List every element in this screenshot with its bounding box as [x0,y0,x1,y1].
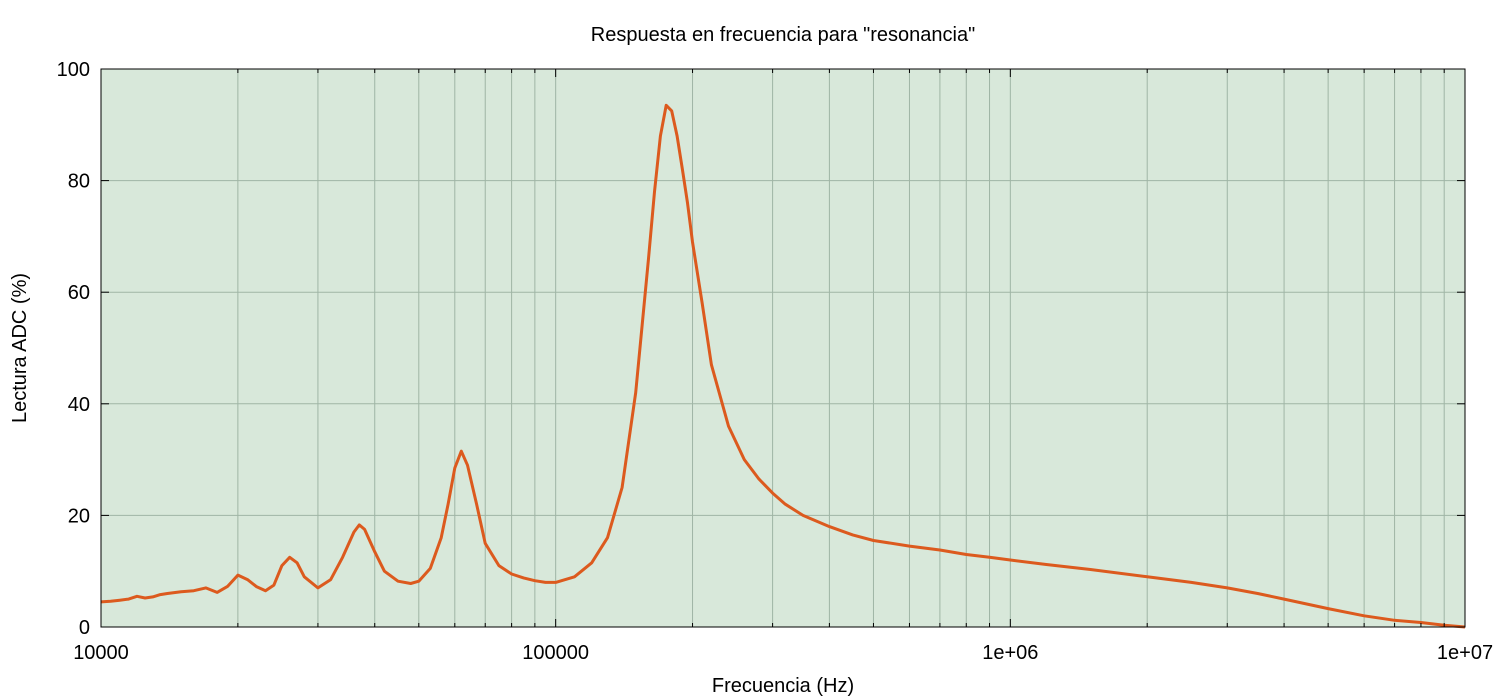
x-tick-label: 1e+07 [1437,642,1493,664]
y-tick-label: 60 [68,282,90,304]
grid-lines [101,69,1465,627]
plot-background [101,69,1465,627]
chart-title: Respuesta en frecuencia para "resonancia… [591,24,975,46]
x-tick-label: 1e+06 [982,642,1038,664]
y-tick-label: 0 [79,617,90,639]
series-line [100,103,1466,629]
x-tick-label: 10000 [73,642,129,664]
y-axis-label: Lectura ADC (%) [9,273,31,423]
axis-ticks: 0 20 40 60 80 100 10000 100000 1e+06 1e+07 [57,59,1493,664]
plot-frame [100,68,1466,628]
y-tick-label: 80 [68,171,90,193]
x-axis-label: Frecuencia (Hz) [712,675,854,697]
y-tick-label: 20 [68,505,90,527]
x-tick-label: 100000 [522,642,589,664]
y-tick-label: 40 [68,394,90,416]
y-tick-label: 100 [57,59,90,81]
